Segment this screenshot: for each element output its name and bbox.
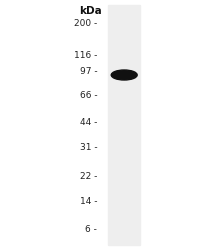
Text: 6 -: 6 - <box>85 226 97 234</box>
Text: 116 -: 116 - <box>74 50 97 59</box>
Text: 44 -: 44 - <box>80 118 97 127</box>
Text: 66 -: 66 - <box>79 90 97 100</box>
Text: 14 -: 14 - <box>80 197 97 206</box>
Text: 22 -: 22 - <box>80 172 97 181</box>
Text: kDa: kDa <box>79 6 102 16</box>
Text: 31 -: 31 - <box>79 143 97 152</box>
Bar <box>108 5 140 245</box>
Text: 97 -: 97 - <box>79 67 97 76</box>
Ellipse shape <box>111 70 137 80</box>
Text: 200 -: 200 - <box>74 19 97 28</box>
